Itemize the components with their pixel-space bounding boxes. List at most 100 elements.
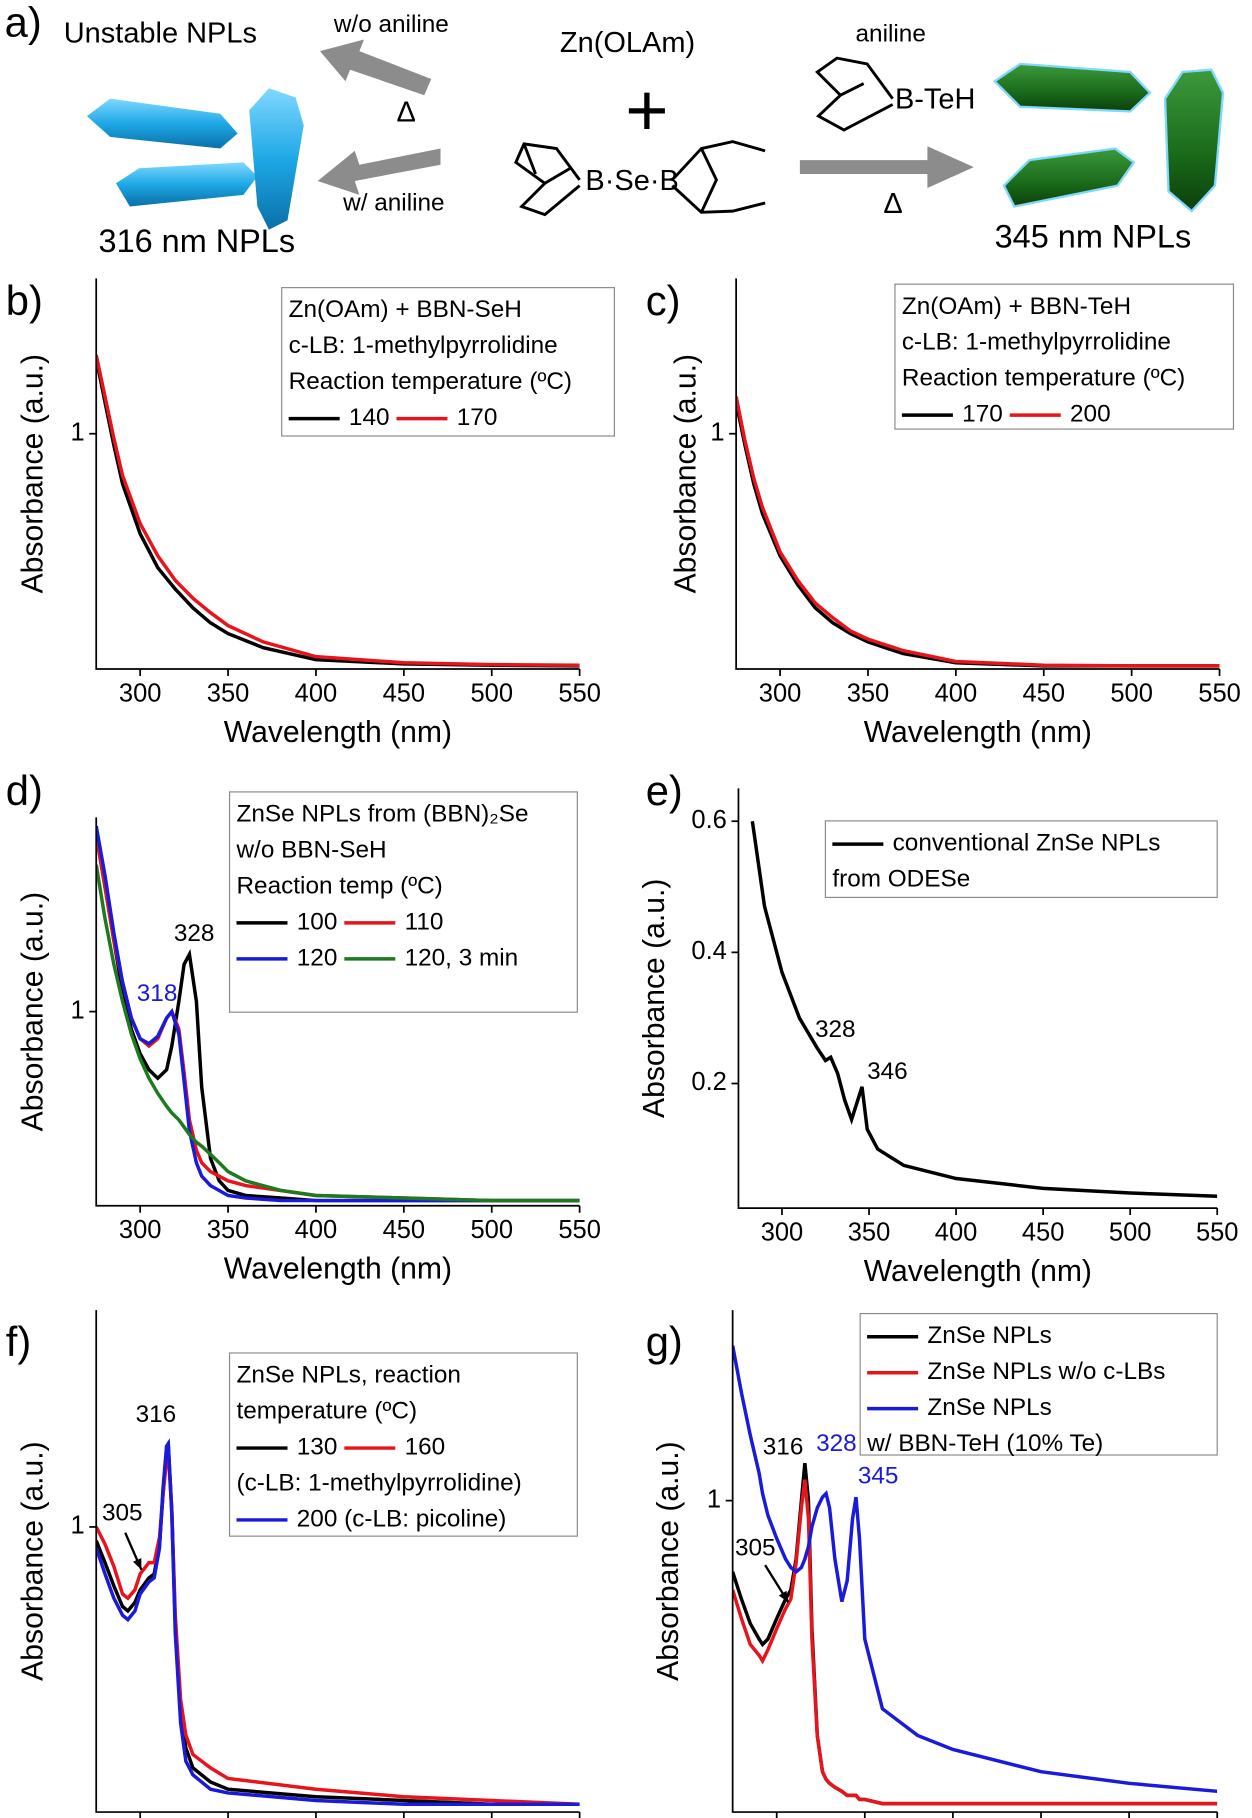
scheme-text: B-TeH (895, 84, 975, 116)
annotation: 328 (815, 1016, 856, 1043)
annotation: 346 (867, 1058, 908, 1085)
legend-label: 160 (405, 1433, 446, 1460)
x-tick-label: 550 (558, 1216, 601, 1244)
legend-label: ZnSe NPLs (927, 1322, 1051, 1349)
arrow-head (133, 1558, 142, 1570)
data-line (732, 1479, 1218, 1806)
axis (95, 817, 580, 1207)
legend-box (281, 287, 615, 437)
panel-label: c) (646, 277, 681, 324)
y-tick-label: 1 (70, 418, 84, 446)
data-line (96, 1438, 580, 1807)
axis (731, 1310, 1218, 1813)
x-tick-label: 300 (759, 679, 802, 707)
x-tick-label: 350 (207, 679, 250, 707)
scheme: a) Unstable NPLs w/o aniline Δ w/ anilin… (5, 0, 1225, 259)
x-tick-label: 350 (848, 1218, 891, 1246)
y-tick-label: 1 (70, 996, 84, 1024)
axis (95, 278, 580, 670)
scheme-text: + (625, 69, 668, 152)
y-axis-title: Absorbance (a.u.) (17, 1441, 50, 1680)
x-tick-label: 350 (847, 679, 890, 707)
panel-label: d) (6, 767, 43, 814)
legend-box (859, 1313, 1218, 1456)
annotation: 328 (816, 1430, 857, 1457)
data-line (736, 396, 1220, 668)
arrow (317, 148, 441, 195)
nanoplatelets (992, 62, 1225, 213)
scheme-text: Unstable NPLs (64, 18, 257, 50)
x-tick-label: 550 (1198, 679, 1241, 707)
legend-label: 110 (405, 908, 444, 935)
legend-text: Zn(OAm) + BBN-SeH (289, 296, 522, 323)
x-tick-label: 450 (383, 679, 426, 707)
data-line (736, 402, 1220, 668)
legend-text: Reaction temperature (ºC) (902, 365, 1185, 392)
legend-text: c-LB: 1-methylpyrrolidine (902, 329, 1171, 356)
y-axis-title: Absorbance (a.u.) (638, 879, 671, 1118)
x-tick-label: 450 (1022, 679, 1065, 707)
data-line (732, 1462, 1218, 1806)
data-line (96, 864, 580, 1203)
x-tick-label: 400 (295, 1216, 338, 1244)
panel-label: a) (5, 0, 42, 46)
x-axis-title: Wavelength (nm) (224, 716, 452, 749)
x-tick-label: 300 (119, 1216, 162, 1244)
legend-text: temperature (ºC) (236, 1398, 417, 1425)
molecule (815, 56, 894, 132)
legend-box (228, 791, 578, 1013)
x-axis-title: Wavelength (nm) (224, 1253, 452, 1286)
y-tick-label: 1 (710, 418, 724, 446)
legend-label: 120 (297, 944, 338, 971)
y-tick-label: 0.2 (691, 1068, 726, 1096)
chart-panel: c) 300 350 400 450 500 550 1 Wavelength (nm) Abso… (646, 277, 1241, 749)
annotation: 305 (735, 1534, 776, 1561)
legend-text: Zn(OAm) + BBN-TeH (902, 293, 1131, 320)
panel-label: g) (646, 1318, 683, 1365)
arrow (799, 146, 974, 188)
chart-panel: b) 300 350 400 450 500 550 1 Wavelength (nm) Abso… (6, 277, 615, 749)
panel-label: b) (6, 277, 43, 324)
y-tick-label: 1 (707, 1485, 721, 1513)
scheme-text: Δ (396, 96, 415, 128)
annotation: 316 (763, 1433, 804, 1460)
x-tick-label: 500 (1110, 679, 1153, 707)
x-tick-label: 500 (470, 679, 513, 707)
axis (95, 1310, 580, 1813)
legend-label: 120, 3 min (405, 944, 519, 971)
legend-label: 200 (1070, 401, 1111, 428)
legend-text: ZnSe NPLs, reaction (236, 1362, 460, 1389)
legend-label: 200 (c-LB: picoline) (297, 1505, 507, 1532)
legend-label: 130 (297, 1433, 338, 1460)
annotation: 318 (137, 980, 178, 1007)
x-tick-label: 500 (1109, 1218, 1152, 1246)
legend-text: Reaction temp (ºC) (236, 872, 442, 899)
x-tick-label: 550 (558, 679, 601, 707)
legend-label: 170 (457, 404, 498, 431)
legend-label: ZnSe NPLs (927, 1394, 1051, 1421)
arrow (319, 39, 432, 96)
x-tick-label: 500 (470, 1216, 513, 1244)
x-axis-title: Wavelength (nm) (864, 1255, 1092, 1288)
x-tick-label: 450 (1022, 1218, 1065, 1246)
legend-text: w/o BBN-SeH (235, 836, 386, 863)
x-axis-title: Wavelength (nm) (864, 716, 1092, 749)
y-tick-label: 0.6 (691, 806, 726, 834)
legend-box (894, 283, 1235, 430)
scheme-text: Zn(OLAm) (560, 27, 695, 59)
y-tick-label: 1 (70, 1512, 84, 1540)
x-tick-label: 400 (295, 679, 338, 707)
legend-box (228, 1352, 578, 1537)
legend-text: (c-LB: 1-methylpyrrolidine) (236, 1469, 521, 1496)
x-tick-label: 400 (935, 1218, 978, 1246)
x-tick-label: 300 (119, 679, 162, 707)
annotation: 316 (136, 1401, 177, 1428)
annotation: 305 (102, 1500, 143, 1527)
data-line (732, 1345, 1218, 1794)
y-tick-label: 0.4 (691, 937, 726, 965)
scheme-text: 345 nm NPLs (995, 219, 1192, 255)
chart-panel: d) 300 350 400 450 500 550 1 Wavelength (nm) Abso… (6, 767, 601, 1285)
y-axis-title: Absorbance (a.u.) (652, 1441, 685, 1680)
